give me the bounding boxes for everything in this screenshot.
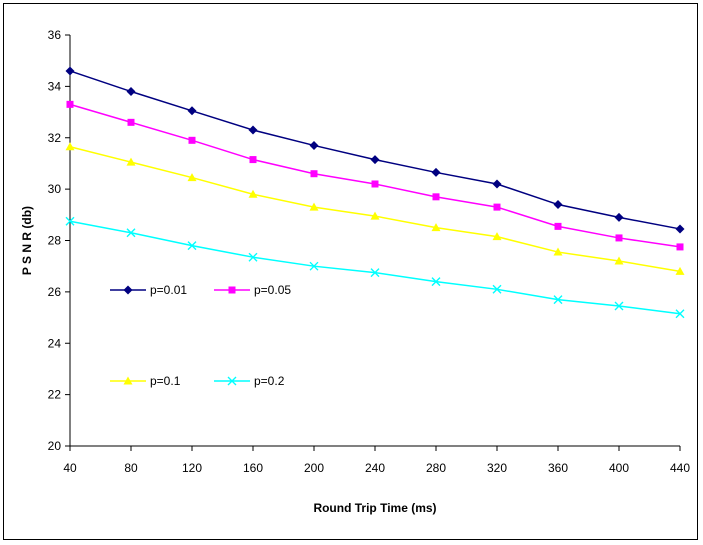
legend-label: p=0.05	[254, 283, 291, 297]
chart-frame: 20 22 24 26 28 30 32 34 36 40 80 120 160 200 240 280 320…	[3, 3, 698, 540]
data-point	[675, 224, 685, 234]
data-point	[553, 295, 563, 305]
data-point	[431, 167, 441, 177]
data-point	[65, 142, 75, 151]
data-point	[614, 301, 624, 311]
data-point	[553, 200, 563, 210]
x-tick-label: 80	[124, 461, 138, 475]
data-point	[309, 202, 319, 211]
data-point	[614, 256, 624, 265]
data-point	[370, 211, 380, 220]
data-point	[431, 223, 441, 232]
data-point	[309, 140, 319, 150]
data-point	[127, 118, 135, 126]
x-tick-label: 280	[426, 461, 446, 475]
data-point	[432, 193, 440, 201]
data-point	[187, 241, 197, 251]
x-tick-label: 120	[182, 461, 202, 475]
x-axis-title: Round Trip Time (ms)	[313, 501, 436, 515]
x-tick-label: 400	[609, 461, 629, 475]
x-tick-label: 320	[487, 461, 507, 475]
data-point	[370, 155, 380, 165]
series-line-p=0.05	[69, 103, 681, 248]
data-point	[65, 216, 75, 226]
series-line-p=0.2	[69, 220, 681, 315]
y-tick-label: 22	[48, 388, 62, 402]
series-line-p=0.01	[69, 70, 681, 230]
data-point	[126, 228, 136, 238]
data-point	[431, 277, 441, 287]
legend-label: p=0.2	[254, 374, 285, 388]
data-point	[249, 156, 257, 164]
x-tick-label: 360	[548, 461, 568, 475]
legend-label: p=0.01	[150, 283, 187, 297]
x-tick-label: 160	[243, 461, 263, 475]
data-point	[554, 222, 562, 230]
data-point	[492, 232, 502, 241]
data-point	[65, 66, 75, 76]
data-point	[248, 189, 258, 198]
data-point	[310, 170, 318, 178]
data-point	[370, 268, 380, 278]
data-point	[614, 212, 624, 222]
y-axis-title: P S N R (db)	[20, 206, 34, 275]
x-tick-label: 440	[670, 461, 690, 475]
legend-marker	[228, 286, 236, 294]
data-point	[675, 309, 685, 319]
data-point	[126, 157, 136, 166]
legend-marker	[123, 285, 133, 295]
data-point	[187, 173, 197, 182]
line-chart: 20 22 24 26 28 30 32 34 36 40 80 120 160 200 240 280 320…	[20, 28, 690, 515]
data-point	[615, 234, 623, 242]
y-tick-label: 36	[48, 28, 62, 42]
data-point	[309, 261, 319, 271]
y-tick-label: 30	[48, 182, 62, 196]
data-point	[66, 100, 74, 108]
data-point	[248, 125, 258, 135]
y-tick-label: 20	[48, 439, 62, 453]
data-point	[676, 243, 684, 251]
legend-label: p=0.1	[150, 374, 181, 388]
x-tick-label: 240	[365, 461, 385, 475]
data-point	[675, 266, 685, 275]
data-point	[493, 203, 501, 211]
y-tick-label: 26	[48, 285, 62, 299]
legend-marker	[227, 376, 237, 386]
series-line-p=0.1	[69, 146, 681, 273]
x-tick-label: 200	[304, 461, 324, 475]
data-point	[371, 180, 379, 188]
data-point	[492, 284, 502, 294]
data-point	[187, 106, 197, 116]
data-point	[248, 252, 258, 262]
data-point	[492, 179, 502, 189]
data-point	[188, 136, 196, 144]
x-tick-label: 40	[63, 461, 77, 475]
y-tick-label: 34	[48, 79, 62, 93]
y-tick-label: 24	[48, 336, 62, 350]
y-tick-label: 32	[48, 131, 62, 145]
data-point	[553, 247, 563, 256]
legend-marker	[123, 376, 133, 385]
data-point	[126, 87, 136, 97]
y-tick-label: 28	[48, 234, 62, 248]
